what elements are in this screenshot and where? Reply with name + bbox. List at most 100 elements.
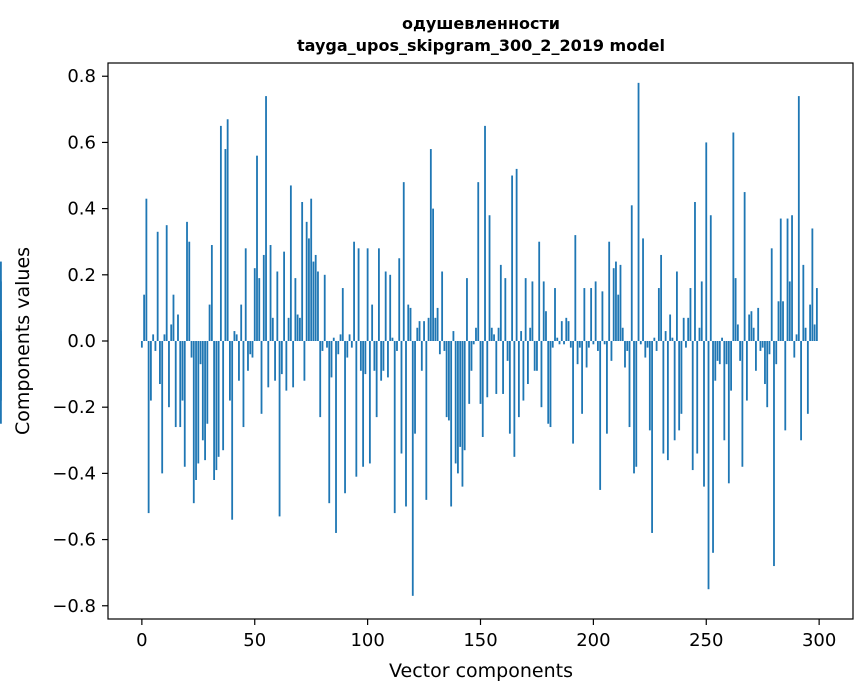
bar-component-276 bbox=[764, 341, 766, 385]
bar-component-152 bbox=[484, 125, 486, 341]
bar-component-102 bbox=[371, 304, 374, 341]
bar-component-84 bbox=[330, 341, 333, 378]
bar-component-10 bbox=[163, 334, 166, 341]
bar-component-71 bbox=[301, 202, 304, 341]
bar-component-246 bbox=[696, 341, 699, 454]
bar-component-144 bbox=[466, 278, 468, 341]
bar-component-47 bbox=[247, 341, 249, 371]
bar-component-243 bbox=[689, 288, 692, 341]
x-tick-label-250: 250 bbox=[689, 630, 723, 651]
bar-component-142 bbox=[461, 341, 464, 487]
bar-component-279 bbox=[770, 248, 773, 341]
bar-component-148 bbox=[475, 327, 477, 341]
bar-component-263 bbox=[734, 278, 737, 341]
bar-component-41 bbox=[233, 331, 236, 341]
bar-component-272 bbox=[755, 341, 757, 371]
bar-component-27 bbox=[201, 341, 204, 441]
bar-component-175 bbox=[536, 341, 538, 371]
bar-component-281 bbox=[775, 341, 778, 365]
bar-component-81 bbox=[323, 274, 326, 341]
bar-component-90 bbox=[344, 341, 346, 494]
bar-component-167 bbox=[517, 341, 520, 418]
bar-component-54 bbox=[262, 254, 265, 341]
bar-component-267 bbox=[743, 192, 746, 341]
bar-component-226 bbox=[651, 341, 653, 533]
bar-component-259 bbox=[725, 341, 728, 365]
bar-component-125 bbox=[423, 321, 425, 341]
bar-component-118 bbox=[407, 304, 410, 341]
bar-component-174 bbox=[533, 341, 536, 371]
bar-component-221 bbox=[639, 341, 642, 345]
bar-component-274 bbox=[759, 341, 762, 351]
bar-component-157 bbox=[495, 341, 498, 394]
bar-component-209 bbox=[612, 268, 615, 341]
y-tick-label-3: −0.2 bbox=[52, 397, 96, 418]
bar-component-133 bbox=[441, 271, 444, 341]
bar-component-15 bbox=[174, 341, 177, 428]
bar-component-39 bbox=[229, 341, 231, 401]
bar-component-153 bbox=[486, 341, 489, 398]
bar-component-56 bbox=[267, 341, 270, 388]
bar-component-33 bbox=[215, 341, 218, 471]
bar-component-268 bbox=[745, 341, 748, 401]
bar-component-16 bbox=[177, 314, 179, 341]
bar-component-299 bbox=[815, 288, 818, 341]
bar-component-200 bbox=[592, 341, 595, 345]
bar-component-149 bbox=[477, 182, 480, 341]
x-axis-label: Vector components bbox=[389, 660, 573, 682]
bar-component-140 bbox=[457, 341, 459, 474]
bar-component-66 bbox=[289, 185, 292, 341]
bar-component-135 bbox=[445, 341, 448, 418]
bar-component-158 bbox=[497, 327, 500, 341]
bar-component-269 bbox=[748, 314, 751, 341]
bar-component-114 bbox=[398, 258, 401, 341]
bar-component-101 bbox=[368, 341, 371, 464]
bar-component-220 bbox=[637, 82, 640, 342]
bar-component-45 bbox=[242, 341, 245, 428]
x-tick-label-0: 0 bbox=[136, 630, 147, 651]
bar-component-180 bbox=[547, 341, 550, 424]
chart-title-line2: tayga_upos_skipgram_300_2_2019 model bbox=[297, 36, 665, 55]
bar-component-193 bbox=[576, 341, 579, 365]
bar-component-260 bbox=[727, 341, 730, 484]
bar-component-50 bbox=[253, 268, 256, 341]
bar-component-61 bbox=[278, 341, 281, 517]
bar-component-12 bbox=[168, 341, 170, 408]
bar-component-95 bbox=[355, 341, 358, 477]
bar-component-32 bbox=[213, 341, 216, 480]
bar-component-251 bbox=[707, 341, 710, 590]
bar-component-1 bbox=[143, 294, 146, 341]
bar-component-257 bbox=[721, 337, 723, 341]
bar-component-277 bbox=[766, 341, 769, 408]
bar-component-169 bbox=[522, 341, 525, 401]
bar-component-254 bbox=[714, 341, 717, 381]
bar-component-42 bbox=[235, 334, 238, 341]
bar-component-120 bbox=[411, 341, 414, 596]
bar-component-150 bbox=[479, 341, 482, 404]
bar-component-147 bbox=[472, 341, 475, 345]
bar-component-70 bbox=[298, 317, 301, 341]
bar-component-177 bbox=[540, 341, 543, 408]
bar-component-96 bbox=[357, 248, 360, 341]
bar-component-286 bbox=[786, 218, 789, 341]
bar-component-107 bbox=[382, 341, 385, 371]
y-axis-ticks: −0.8 −0.6 −0.4 −0.2 0.0 0.2 0.4 0.6 0.8 bbox=[52, 66, 108, 617]
bar-component-46 bbox=[244, 248, 247, 341]
bar-component-212 bbox=[619, 264, 622, 341]
bar-component-134 bbox=[443, 341, 446, 351]
bar-component-211 bbox=[617, 294, 620, 341]
bar-component-244 bbox=[691, 341, 694, 471]
bar-component-293 bbox=[802, 264, 805, 341]
bar-component-77 bbox=[314, 254, 317, 341]
bar-component-2 bbox=[145, 198, 148, 341]
bar-component-100 bbox=[366, 248, 369, 341]
bar-component-241 bbox=[685, 341, 687, 348]
y-tick-label-1: −0.6 bbox=[52, 530, 96, 551]
bar-component-49 bbox=[251, 341, 254, 358]
bar-component-219 bbox=[635, 341, 638, 467]
bar-component-236 bbox=[673, 341, 676, 441]
bar-component-208 bbox=[610, 341, 613, 361]
bar-component-239 bbox=[680, 341, 683, 414]
bar-component-213 bbox=[621, 327, 624, 341]
